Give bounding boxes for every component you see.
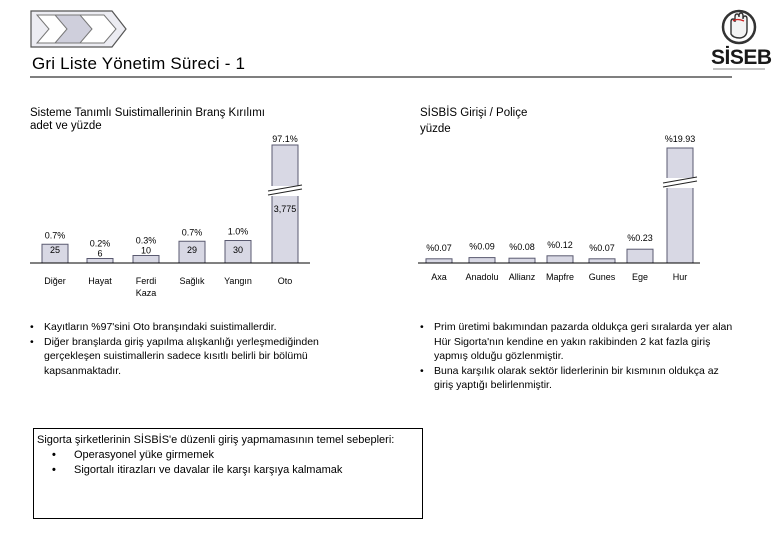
category-label: Allianz: [509, 272, 536, 282]
category-label: Anadolu: [465, 272, 498, 282]
left-chart-title: Sisteme Tanımlı Suistimallerinin Branş K…: [30, 107, 265, 119]
bar-hayat: [86, 258, 114, 264]
bar-value-label: %0.09: [469, 242, 495, 252]
bar-percent-label: 0.7%: [182, 227, 203, 237]
bar-value-label: 25: [50, 245, 60, 255]
bar-value-label: 30: [233, 245, 243, 255]
bar-hur: [666, 147, 694, 264]
bar-value-label: 10: [141, 246, 151, 256]
bar-anadolu: [468, 257, 496, 264]
right-note-item: Buna karşılık olarak sektör liderlerinin…: [420, 364, 740, 393]
reasons-box: Sigorta şirketlerinin SİSBİS'e düzenli g…: [33, 428, 423, 519]
reason-item: Sigortalı itirazları ve davalar ile karş…: [37, 463, 419, 478]
reasons-title: Sigorta şirketlerinin SİSBİS'e düzenli g…: [37, 434, 395, 446]
bar-percent-label: 1.0%: [228, 227, 249, 237]
bar-mapfre: [546, 255, 574, 264]
bar-percent-label: 0.3%: [136, 236, 157, 246]
logo-text: SİSEB: [711, 46, 772, 69]
bar-gunes: [588, 258, 616, 264]
axis-break-gap: [271, 186, 299, 196]
page-title: Gri Liste Yönetim Süreci - 1: [32, 54, 246, 73]
bar-value-label: 3,775: [274, 204, 297, 214]
bar-ferdi-kaza: [132, 255, 160, 264]
category-label: Kaza: [136, 288, 157, 298]
category-label: Oto: [278, 276, 293, 286]
category-label: Hayat: [88, 276, 112, 286]
category-label: Hur: [673, 272, 688, 282]
header-arrows-graphic: [30, 10, 127, 48]
bar-oto: [271, 144, 299, 264]
bar-value-label: 6: [97, 249, 102, 259]
bar-value-label: %0.23: [627, 233, 653, 243]
left-chart-subtitle: adet ve yüzde: [30, 120, 102, 132]
right-note-item: Prim üretimi bakımından pazarda oldukça …: [420, 320, 740, 364]
left-notes-list: Kayıtların %97'sini Oto branşındaki suis…: [30, 320, 330, 378]
siseb-logo: [713, 9, 765, 70]
bar-value-label: %0.08: [509, 242, 535, 252]
left-note-item: Kayıtların %97'sini Oto branşındaki suis…: [30, 320, 330, 335]
bar-allianz: [508, 257, 536, 264]
bar-value-label: %0.12: [547, 240, 573, 250]
category-label: Mapfre: [546, 272, 574, 282]
right-chart-title: SİSBİS Girişi / Poliçe: [420, 107, 528, 119]
right-chart-subtitle: yüzde: [420, 123, 451, 135]
category-label: Sağlık: [179, 276, 205, 286]
bar-value-label: %0.07: [426, 243, 452, 253]
category-label: Gunes: [589, 272, 616, 282]
bar-axa: [425, 258, 453, 264]
bar-percent-label: 0.7%: [45, 230, 66, 240]
category-label: Axa: [431, 272, 447, 282]
reasons-list: Operasyonel yüke girmemek Sigortalı itir…: [37, 448, 419, 478]
title-divider: [30, 76, 732, 78]
bar-percent-label: 0.2%: [90, 239, 111, 249]
axis-break-mark: [662, 180, 698, 188]
category-label: Ferdi: [136, 276, 157, 286]
bar-percent-label: 97.1%: [272, 134, 298, 144]
bar-ege: [626, 248, 654, 264]
category-label: Diğer: [44, 276, 66, 286]
axis-break-mark: [267, 184, 303, 192]
axis-break-mark: [662, 176, 698, 184]
category-label: Ege: [632, 272, 648, 282]
bar-value-label: %0.07: [589, 243, 615, 253]
category-label: Yangın: [224, 276, 252, 286]
axis-break-mark: [267, 188, 303, 196]
bar-value-label: 29: [187, 245, 197, 255]
right-notes-list: Prim üretimi bakımından pazarda oldukça …: [420, 320, 740, 393]
bar-value-label: %19.93: [665, 134, 696, 144]
charts-canvas: 25 0.7% Diğer 60.2% Hayat 100.3% Ferdi Kaza 29 0.…: [30, 134, 700, 298]
axis-break-gap: [666, 178, 694, 188]
left-note-item: Diğer branşlarda giriş yapılma alışkanlı…: [30, 335, 330, 379]
reason-item: Operasyonel yüke girmemek: [37, 448, 419, 463]
